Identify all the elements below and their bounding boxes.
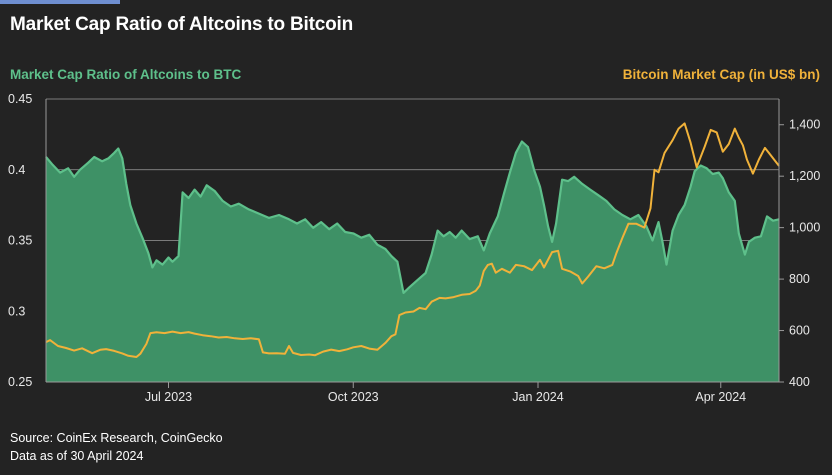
x-tick-label: Apr 2024 — [695, 390, 746, 404]
top-accent-bar — [0, 0, 120, 4]
x-tick-label: Jan 2024 — [512, 390, 563, 404]
data-date-line: Data as of 30 April 2024 — [10, 449, 144, 463]
x-tick-label: Jul 2023 — [145, 390, 192, 404]
x-tick-label: Oct 2023 — [328, 390, 379, 404]
btc-series-line — [45, 122, 780, 358]
ratio-series-line — [45, 140, 780, 294]
left-tick-label: 0.45 — [8, 92, 32, 106]
source-note: Source: CoinEx Research, CoinGecko Data … — [10, 429, 223, 465]
chart-title: Market Cap Ratio of Altcoins to Bitcoin — [10, 14, 354, 35]
right-tick-label: 1,400 — [789, 118, 820, 132]
source-line: Source: CoinEx Research, CoinGecko — [10, 431, 223, 445]
right-tick-label: 600 — [789, 324, 810, 338]
axis-layer: 0.25 0.3 0.35 0.4 0.45 400 600 800 1,000 1,200 1,4… — [8, 92, 820, 404]
right-tick-label: 1,200 — [789, 169, 820, 183]
ratio-area — [46, 141, 779, 382]
left-axis-label: Market Cap Ratio of Altcoins to BTC — [10, 67, 242, 82]
right-tick-label: 800 — [789, 272, 810, 286]
ratio-area-layer — [45, 140, 780, 382]
left-tick-label: 0.25 — [8, 375, 32, 389]
right-axis-label: Bitcoin Market Cap (in US$ bn) — [622, 67, 820, 82]
left-tick-label: 0.35 — [8, 234, 32, 248]
btc-line-layer — [45, 122, 780, 358]
right-tick-label: 400 — [789, 375, 810, 389]
left-tick-label: 0.3 — [8, 304, 25, 318]
left-tick-label: 0.4 — [8, 163, 25, 177]
right-tick-label: 1,000 — [789, 221, 820, 235]
